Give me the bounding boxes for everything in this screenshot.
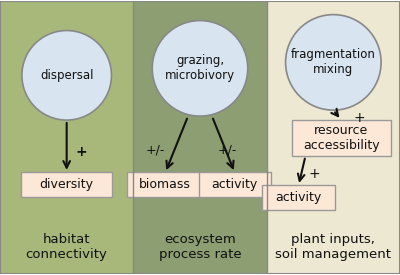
- Circle shape: [152, 21, 248, 116]
- Text: activity: activity: [212, 178, 258, 191]
- Text: fragmentation
mixing: fragmentation mixing: [291, 48, 376, 76]
- Text: +: +: [309, 167, 320, 181]
- Text: biomass: biomass: [139, 178, 191, 191]
- Text: plant inputs,
soil management: plant inputs, soil management: [275, 233, 391, 262]
- Text: resource
accessibility: resource accessibility: [303, 124, 380, 152]
- FancyBboxPatch shape: [262, 185, 335, 210]
- Text: activity: activity: [275, 191, 322, 204]
- Circle shape: [22, 31, 112, 120]
- FancyBboxPatch shape: [198, 172, 271, 197]
- Text: +/-: +/-: [146, 144, 165, 156]
- Bar: [133, 1, 267, 274]
- Circle shape: [286, 15, 381, 110]
- Bar: [267, 1, 400, 274]
- FancyBboxPatch shape: [292, 120, 390, 156]
- Text: grazing,
microbivory: grazing, microbivory: [165, 54, 235, 82]
- Text: +/-: +/-: [217, 144, 236, 156]
- Text: dispersal: dispersal: [40, 69, 94, 82]
- Text: +: +: [76, 145, 88, 159]
- Text: habitat
connectivity: habitat connectivity: [26, 233, 108, 262]
- Bar: [0, 1, 133, 274]
- Text: diversity: diversity: [40, 178, 94, 191]
- FancyBboxPatch shape: [127, 172, 204, 197]
- Text: ecosystem
process rate: ecosystem process rate: [159, 233, 241, 262]
- Text: +: +: [353, 111, 365, 125]
- FancyBboxPatch shape: [21, 172, 112, 197]
